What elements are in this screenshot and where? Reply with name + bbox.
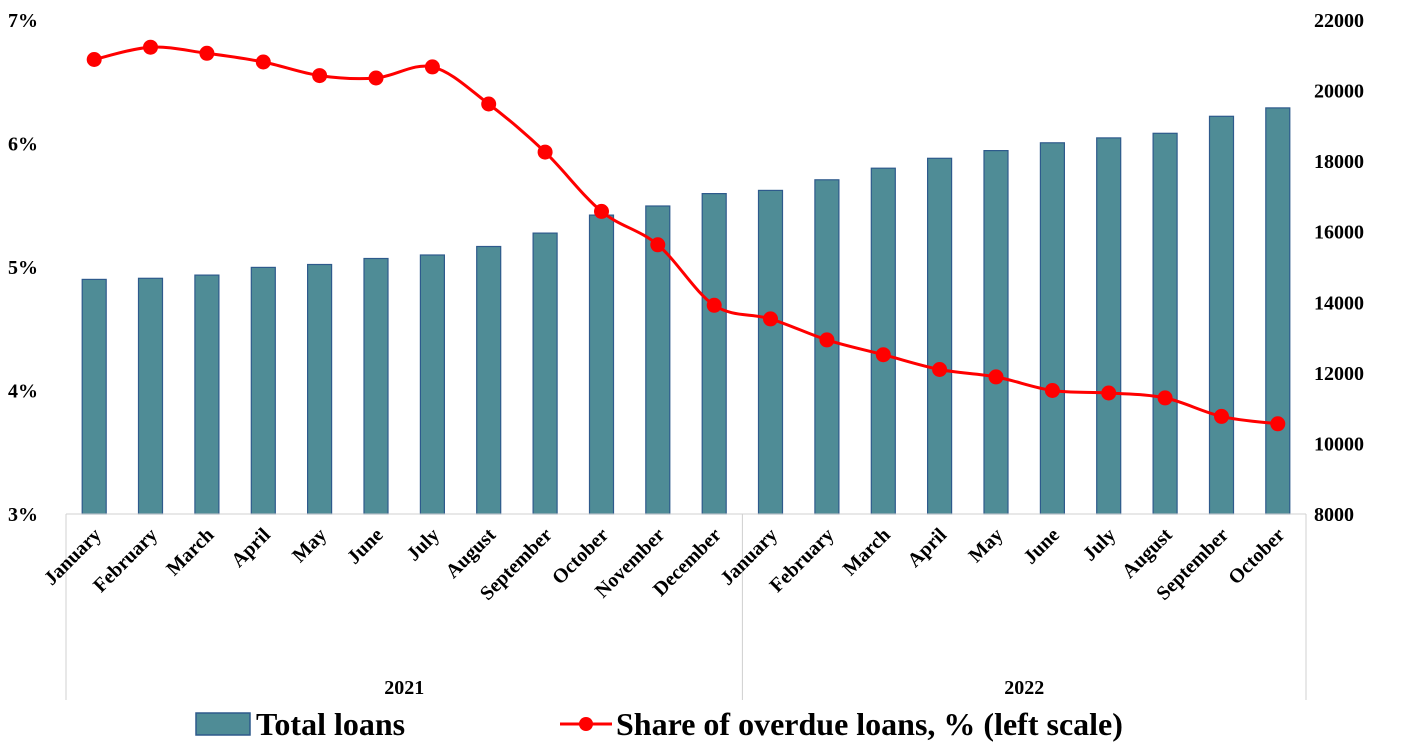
legend-swatch-total-loans <box>195 712 251 736</box>
line-point-21 <box>1214 408 1229 424</box>
line-point-5 <box>312 68 328 84</box>
category-label: March <box>162 524 218 580</box>
line-point-9 <box>537 144 553 160</box>
line-point-11 <box>650 237 666 253</box>
right-tick-label: 18000 <box>1314 151 1364 173</box>
category-label: May <box>288 524 331 567</box>
category-label: July <box>1079 524 1120 565</box>
line-point-3 <box>199 45 215 61</box>
category-label: June <box>1019 524 1064 569</box>
line-point-22 <box>1270 416 1286 432</box>
line-point-20 <box>1157 390 1173 406</box>
bar-7 <box>419 254 445 515</box>
legend-swatch-marker <box>579 717 593 731</box>
bar-1 <box>81 278 107 515</box>
bar-16 <box>926 157 953 515</box>
bar-20 <box>1152 132 1178 515</box>
bar-3 <box>194 274 220 515</box>
right-tick-label: 10000 <box>1314 433 1364 455</box>
category-label: March <box>839 524 895 580</box>
overdue-share-line <box>93 45 1278 426</box>
line-point-16 <box>932 362 948 377</box>
year-label: 2022 <box>1004 677 1044 699</box>
axes <box>65 513 1307 700</box>
category-label: May <box>964 524 1007 567</box>
line-point-4 <box>255 54 271 70</box>
category-label: June <box>343 524 388 569</box>
line-point-15 <box>875 347 891 363</box>
category-label: April <box>227 524 275 572</box>
line-point-8 <box>481 96 497 112</box>
line-point-18 <box>1044 383 1060 398</box>
line-point-12 <box>706 297 722 313</box>
bar-8 <box>476 245 502 515</box>
bar-12 <box>701 193 727 515</box>
bar-19 <box>1096 137 1122 515</box>
legend-label-total-loans: Total loans <box>256 706 405 742</box>
line-point-13 <box>763 311 778 327</box>
left-tick-label: 5% <box>8 257 38 279</box>
legend-label-overdue-share: Share of overdue loans, % (left scale) <box>616 706 1123 742</box>
bar-6 <box>363 257 389 515</box>
right-axis-ticks: 8000 10000 12000 14000 16000 18000 20000 22000 <box>1314 10 1364 526</box>
year-group-labels: 2021 2022 <box>384 677 1044 699</box>
right-tick-label: 12000 <box>1314 363 1364 385</box>
left-axis-ticks: 3% 4% 5% 6% 7% <box>8 10 38 526</box>
category-label: July <box>402 524 443 565</box>
line-point-7 <box>424 59 440 75</box>
left-tick-label: 3% <box>8 504 38 526</box>
left-tick-label: 6% <box>8 134 38 156</box>
left-tick-label: 7% <box>8 10 38 32</box>
bar-10 <box>588 214 615 515</box>
line-point-6 <box>368 70 384 86</box>
right-tick-label: 20000 <box>1314 81 1364 103</box>
bar-2 <box>137 277 164 515</box>
line-point-17 <box>988 369 1004 385</box>
line-point-19 <box>1101 385 1117 401</box>
line-point-2 <box>143 39 158 55</box>
left-tick-label: 4% <box>8 381 38 403</box>
bar-9 <box>532 232 558 515</box>
line-point-10 <box>594 203 609 219</box>
bar-21 <box>1208 115 1235 515</box>
bar-17 <box>983 150 1009 515</box>
right-tick-label: 16000 <box>1314 222 1364 244</box>
bar-11 <box>645 205 671 515</box>
line-point-14 <box>819 332 835 348</box>
bar-15 <box>870 167 896 515</box>
bar-4 <box>250 266 276 515</box>
bar-13 <box>757 189 784 515</box>
category-label: April <box>903 524 951 572</box>
line-series-overdue-share <box>86 39 1286 432</box>
line-point-1 <box>86 52 102 67</box>
category-label: October <box>1224 524 1289 589</box>
bar-series-total-loans <box>81 107 1291 515</box>
right-tick-label: 22000 <box>1314 10 1364 32</box>
legend: Total loans Share of overdue loans, % (l… <box>195 706 1123 742</box>
bar-5 <box>307 263 333 515</box>
bar-22 <box>1265 107 1291 515</box>
year-label: 2021 <box>384 677 424 699</box>
bar-18 <box>1039 142 1066 515</box>
right-tick-label: 8000 <box>1314 504 1354 526</box>
right-tick-label: 14000 <box>1314 292 1364 314</box>
